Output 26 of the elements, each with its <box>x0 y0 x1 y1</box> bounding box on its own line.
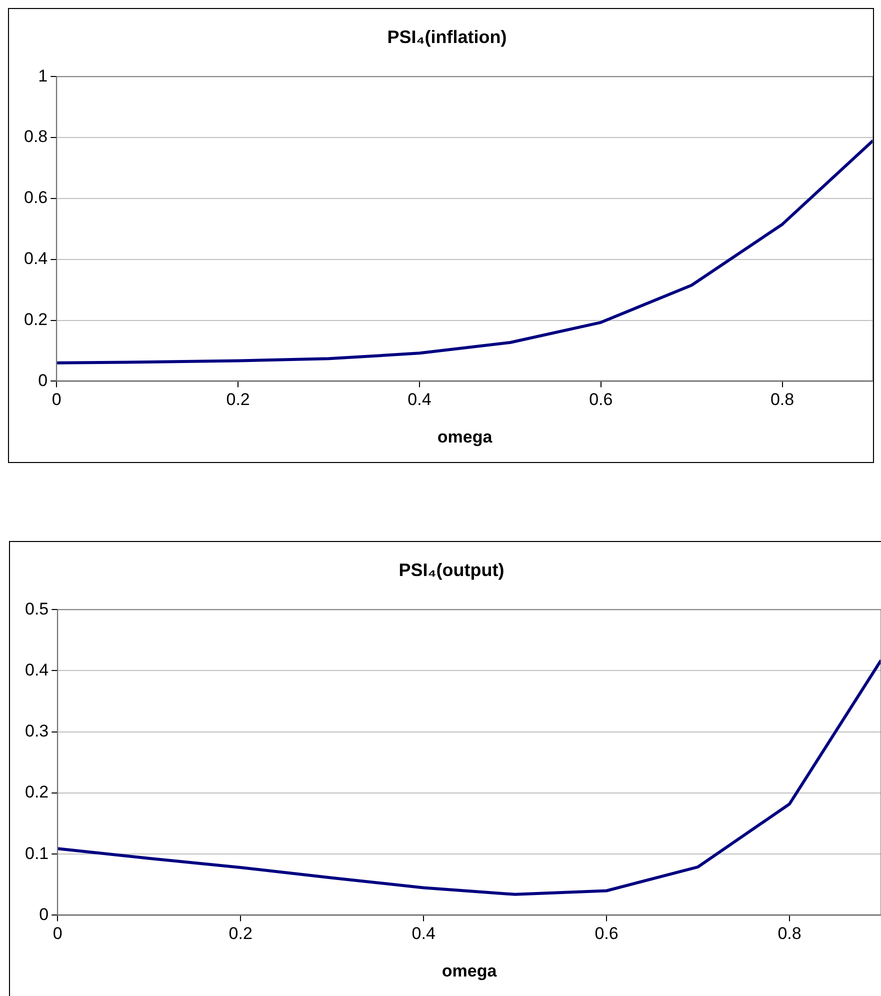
x-tick-label: 0 <box>52 924 62 944</box>
y-tick-label: 0.8 <box>24 127 48 146</box>
chart-title: PSI₄(inflation) <box>387 26 507 47</box>
y-tick-label: 0.3 <box>24 722 49 741</box>
x-tick-label: 0.6 <box>594 924 618 944</box>
x-tick-label: 0 <box>52 390 62 410</box>
x-tick-label: 0.8 <box>770 390 794 410</box>
y-tick-label: 0 <box>39 904 49 924</box>
chart-title: PSI₄(output) <box>398 560 504 580</box>
x-axis-title: omega <box>442 961 498 980</box>
x-tick-label: 0.2 <box>226 390 250 410</box>
x-tick-label: 0.2 <box>228 924 252 944</box>
x-tick-label: 0.4 <box>408 390 432 410</box>
x-tick-label: 0.8 <box>778 924 802 944</box>
y-tick-label: 0.2 <box>24 782 49 802</box>
x-axis-title: omega <box>437 427 493 446</box>
y-tick-label: 0.4 <box>24 660 49 680</box>
y-tick-label: 0.1 <box>24 844 49 863</box>
y-tick-label: 0.4 <box>24 249 48 268</box>
x-tick-label: 0.4 <box>412 924 436 944</box>
y-tick-label: 0.6 <box>24 188 48 208</box>
y-tick-label: 0.2 <box>24 310 48 329</box>
y-tick-label: 0.5 <box>24 599 49 618</box>
y-tick-label: 0 <box>38 370 48 390</box>
y-tick-label: 1 <box>38 66 48 86</box>
x-tick-label: 0.6 <box>589 390 613 410</box>
